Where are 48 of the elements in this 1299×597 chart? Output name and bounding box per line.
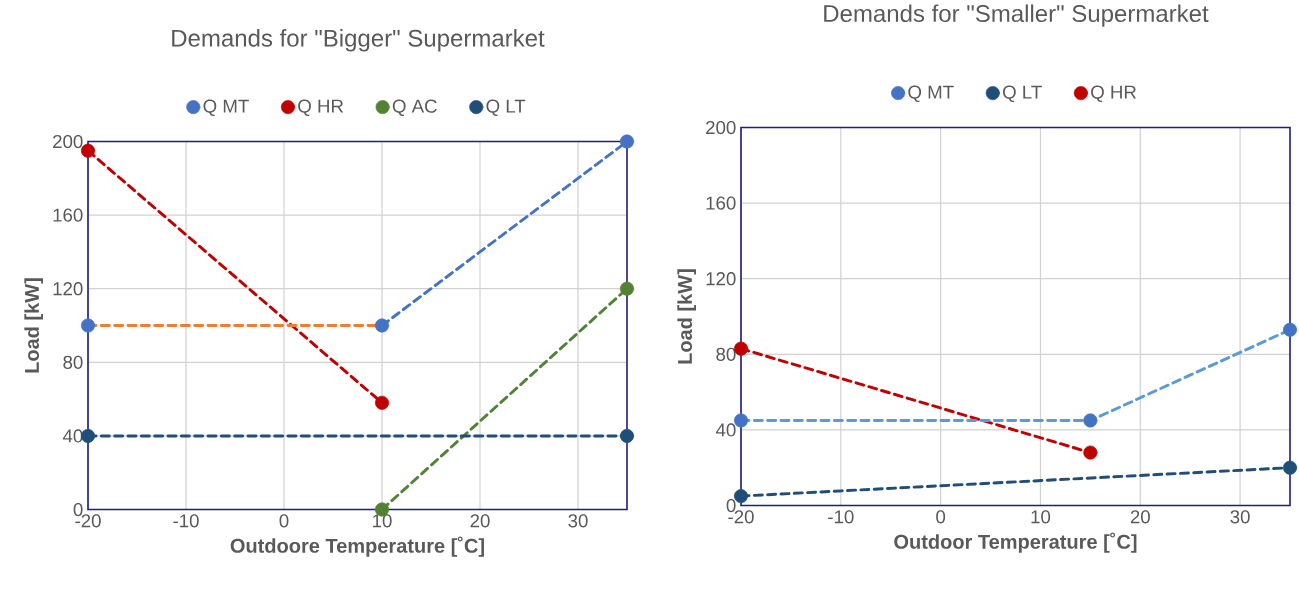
y-tick-label: 160 [53, 208, 83, 222]
x-tick-label: -10 [828, 510, 854, 524]
point [374, 396, 390, 411]
point [619, 134, 634, 149]
point [734, 413, 749, 428]
y-tick-label: 120 [706, 272, 736, 286]
y-tick-label: 200 [706, 121, 736, 135]
y-tick-label: 80 [63, 355, 83, 370]
point [1083, 413, 1098, 428]
point [1083, 445, 1098, 460]
point [1282, 322, 1298, 337]
point [81, 318, 96, 333]
legend-label: Q HR [1091, 85, 1136, 103]
point [374, 318, 390, 333]
legend-label: Q HR [298, 99, 344, 117]
x-axis-title: Outdoore Temperature [˚C] [230, 536, 484, 558]
x-tick-label: 0 [936, 510, 946, 524]
y-axis-title: Load [kW] [24, 278, 43, 373]
point [81, 143, 96, 158]
x-tick-label: 10 [373, 514, 392, 528]
legend-label: Q MT [908, 85, 954, 103]
x-tick-label: 30 [568, 514, 588, 528]
legend-label: Q LT [1002, 85, 1042, 103]
x-tick-label: 30 [1230, 510, 1250, 524]
point [734, 489, 749, 504]
y-tick-label: 80 [716, 347, 736, 362]
point [1282, 460, 1298, 475]
y-tick-label: 200 [53, 135, 83, 149]
y-axis-title: Load [kW] [677, 269, 696, 364]
y-tick-label: 40 [715, 423, 736, 437]
point [81, 429, 96, 444]
x-tick-label: 0 [279, 514, 289, 528]
x-tick-label: 20 [1130, 510, 1150, 524]
legend-label: Q LT [486, 99, 526, 117]
x-axis-title: Outdoor Temperature [˚C] [894, 532, 1137, 554]
legend-label: Q AC [392, 99, 437, 117]
x-tick-label: -10 [173, 514, 199, 528]
point [619, 281, 634, 296]
x-tick-label: 10 [1031, 510, 1051, 524]
chart-title: Demands for "Smaller" Supermarket [824, 4, 1209, 28]
chart-title: Demands for "Bigger" Supermarket [172, 29, 545, 52]
x-tick-label: 20 [470, 514, 490, 528]
y-tick-label: 120 [53, 282, 83, 296]
legend-label: Q MT [203, 99, 249, 117]
y-tick-label: 160 [706, 196, 736, 210]
y-tick-label: 40 [62, 429, 83, 443]
point [619, 429, 634, 444]
point [734, 341, 749, 356]
